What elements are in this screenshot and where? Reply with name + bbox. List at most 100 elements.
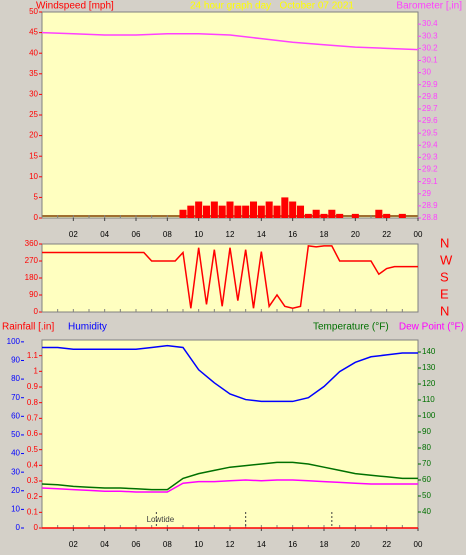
bar xyxy=(336,213,344,218)
bar xyxy=(187,205,195,218)
y-tick-label: 30.1 xyxy=(422,56,438,65)
x-tick-label: 04 xyxy=(100,540,109,549)
y-tick-label: 29.6 xyxy=(422,116,438,125)
y-tick-label: 80 xyxy=(422,443,431,452)
y-tick-label: 29.5 xyxy=(422,128,438,137)
bar xyxy=(195,201,203,218)
y-tick-label: 0.4 xyxy=(27,460,39,469)
y-tick-label: 0 xyxy=(34,307,39,316)
y-tick-label: 100 xyxy=(422,411,436,420)
legend-temp: Temperature (°F) xyxy=(313,322,389,333)
y-tick-label: 1.1 xyxy=(27,351,39,360)
y-tick-label: 0 xyxy=(34,523,39,532)
temp-plot xyxy=(41,339,419,529)
y-tick-label: 10 xyxy=(11,504,20,513)
y-tick-label: 28.9 xyxy=(422,201,438,210)
x-tick-label: 12 xyxy=(226,230,235,239)
bar xyxy=(328,209,336,218)
x-tick-label: 06 xyxy=(132,540,141,549)
bar xyxy=(234,205,242,218)
y-tick-label: 70 xyxy=(11,393,20,402)
y-tick-label: 110 xyxy=(422,395,435,404)
x-tick-label: 18 xyxy=(320,230,329,239)
y-tick-label: 30.2 xyxy=(422,43,438,52)
bar xyxy=(304,213,312,218)
y-tick-label: 270 xyxy=(25,256,39,265)
y-tick-label: 0.9 xyxy=(27,382,39,391)
y-tick-label: 90 xyxy=(422,427,431,436)
y-tick-label: 40 xyxy=(29,48,38,57)
bar xyxy=(265,201,273,218)
bar xyxy=(218,205,226,218)
series-line xyxy=(41,461,418,491)
y-tick-label: 5 xyxy=(34,193,39,202)
compass-label: S xyxy=(440,269,449,284)
x-tick-label: 08 xyxy=(163,230,172,239)
y-tick-label: 45 xyxy=(29,28,38,37)
y-tick-label: 180 xyxy=(25,273,39,282)
y-tick-label: 100 xyxy=(7,337,21,346)
compass-label: W xyxy=(440,252,453,267)
y-tick-label: 0.1 xyxy=(27,507,39,516)
barometer-label: Barometer [,in] xyxy=(396,1,462,12)
y-tick-label: 140 xyxy=(422,347,436,356)
y-tick-label: 28.8 xyxy=(422,213,438,222)
y-tick-label: 70 xyxy=(422,459,431,468)
x-tick-label: 16 xyxy=(288,540,297,549)
y-tick-label: 0.7 xyxy=(27,413,39,422)
series-line xyxy=(42,245,418,309)
bar xyxy=(375,209,383,218)
x-tick-label: 22 xyxy=(382,540,391,549)
bar xyxy=(273,205,281,218)
y-tick-label: 80 xyxy=(11,374,20,383)
y-tick-label: 1 xyxy=(34,366,39,375)
y-tick-label: 0.6 xyxy=(27,429,39,438)
y-tick-label: 90 xyxy=(11,356,20,365)
y-tick-label: 30 xyxy=(29,90,38,99)
x-tick-label: 10 xyxy=(194,230,203,239)
chart-title: 24 hour graph day October 07 2021 xyxy=(190,1,354,12)
y-tick-label: 35 xyxy=(29,69,38,78)
y-tick-label: 29.3 xyxy=(422,153,438,162)
legend-dew: Dew Point (°F) xyxy=(399,322,464,333)
y-tick-label: 29.9 xyxy=(422,80,438,89)
bar xyxy=(210,201,218,218)
y-tick-label: 0.5 xyxy=(27,445,39,454)
x-tick-label: 02 xyxy=(69,540,78,549)
y-tick-label: 50 xyxy=(422,491,431,500)
x-tick-label: 10 xyxy=(194,540,203,549)
bar xyxy=(383,213,391,218)
bar xyxy=(289,201,297,218)
y-tick-label: 29.2 xyxy=(422,165,438,174)
x-tick-label: 20 xyxy=(351,230,360,239)
y-tick-label: 30 xyxy=(422,68,431,77)
y-tick-label: 50 xyxy=(11,430,20,439)
x-tick-label: 14 xyxy=(257,230,266,239)
bar xyxy=(312,209,320,218)
y-tick-label: 29.7 xyxy=(422,104,438,113)
y-tick-label: 30.4 xyxy=(422,19,438,28)
y-tick-label: 0 xyxy=(16,523,21,532)
wind-plot xyxy=(41,11,419,219)
bar xyxy=(249,201,258,218)
y-tick-label: 90 xyxy=(29,290,38,299)
y-tick-label: 360 xyxy=(25,239,39,248)
y-tick-label: 29.4 xyxy=(422,140,438,149)
x-tick-label: 14 xyxy=(257,540,266,549)
y-tick-label: 0.3 xyxy=(27,476,39,485)
y-tick-label: 20 xyxy=(11,486,20,495)
compass-label: N xyxy=(440,235,449,250)
y-tick-label: 60 xyxy=(11,411,20,420)
y-tick-label: 20 xyxy=(29,131,38,140)
bar xyxy=(281,197,289,218)
y-tick-label: 29.8 xyxy=(422,92,438,101)
y-tick-label: 0 xyxy=(34,213,39,222)
y-tick-label: 30 xyxy=(11,467,20,476)
y-tick-label: 120 xyxy=(422,379,436,388)
y-tick-label: 50 xyxy=(29,7,38,16)
series-line xyxy=(41,479,418,493)
x-tick-label: 16 xyxy=(288,230,297,239)
y-tick-label: 29.1 xyxy=(422,177,438,186)
tide-label: Lowtide xyxy=(147,515,175,524)
